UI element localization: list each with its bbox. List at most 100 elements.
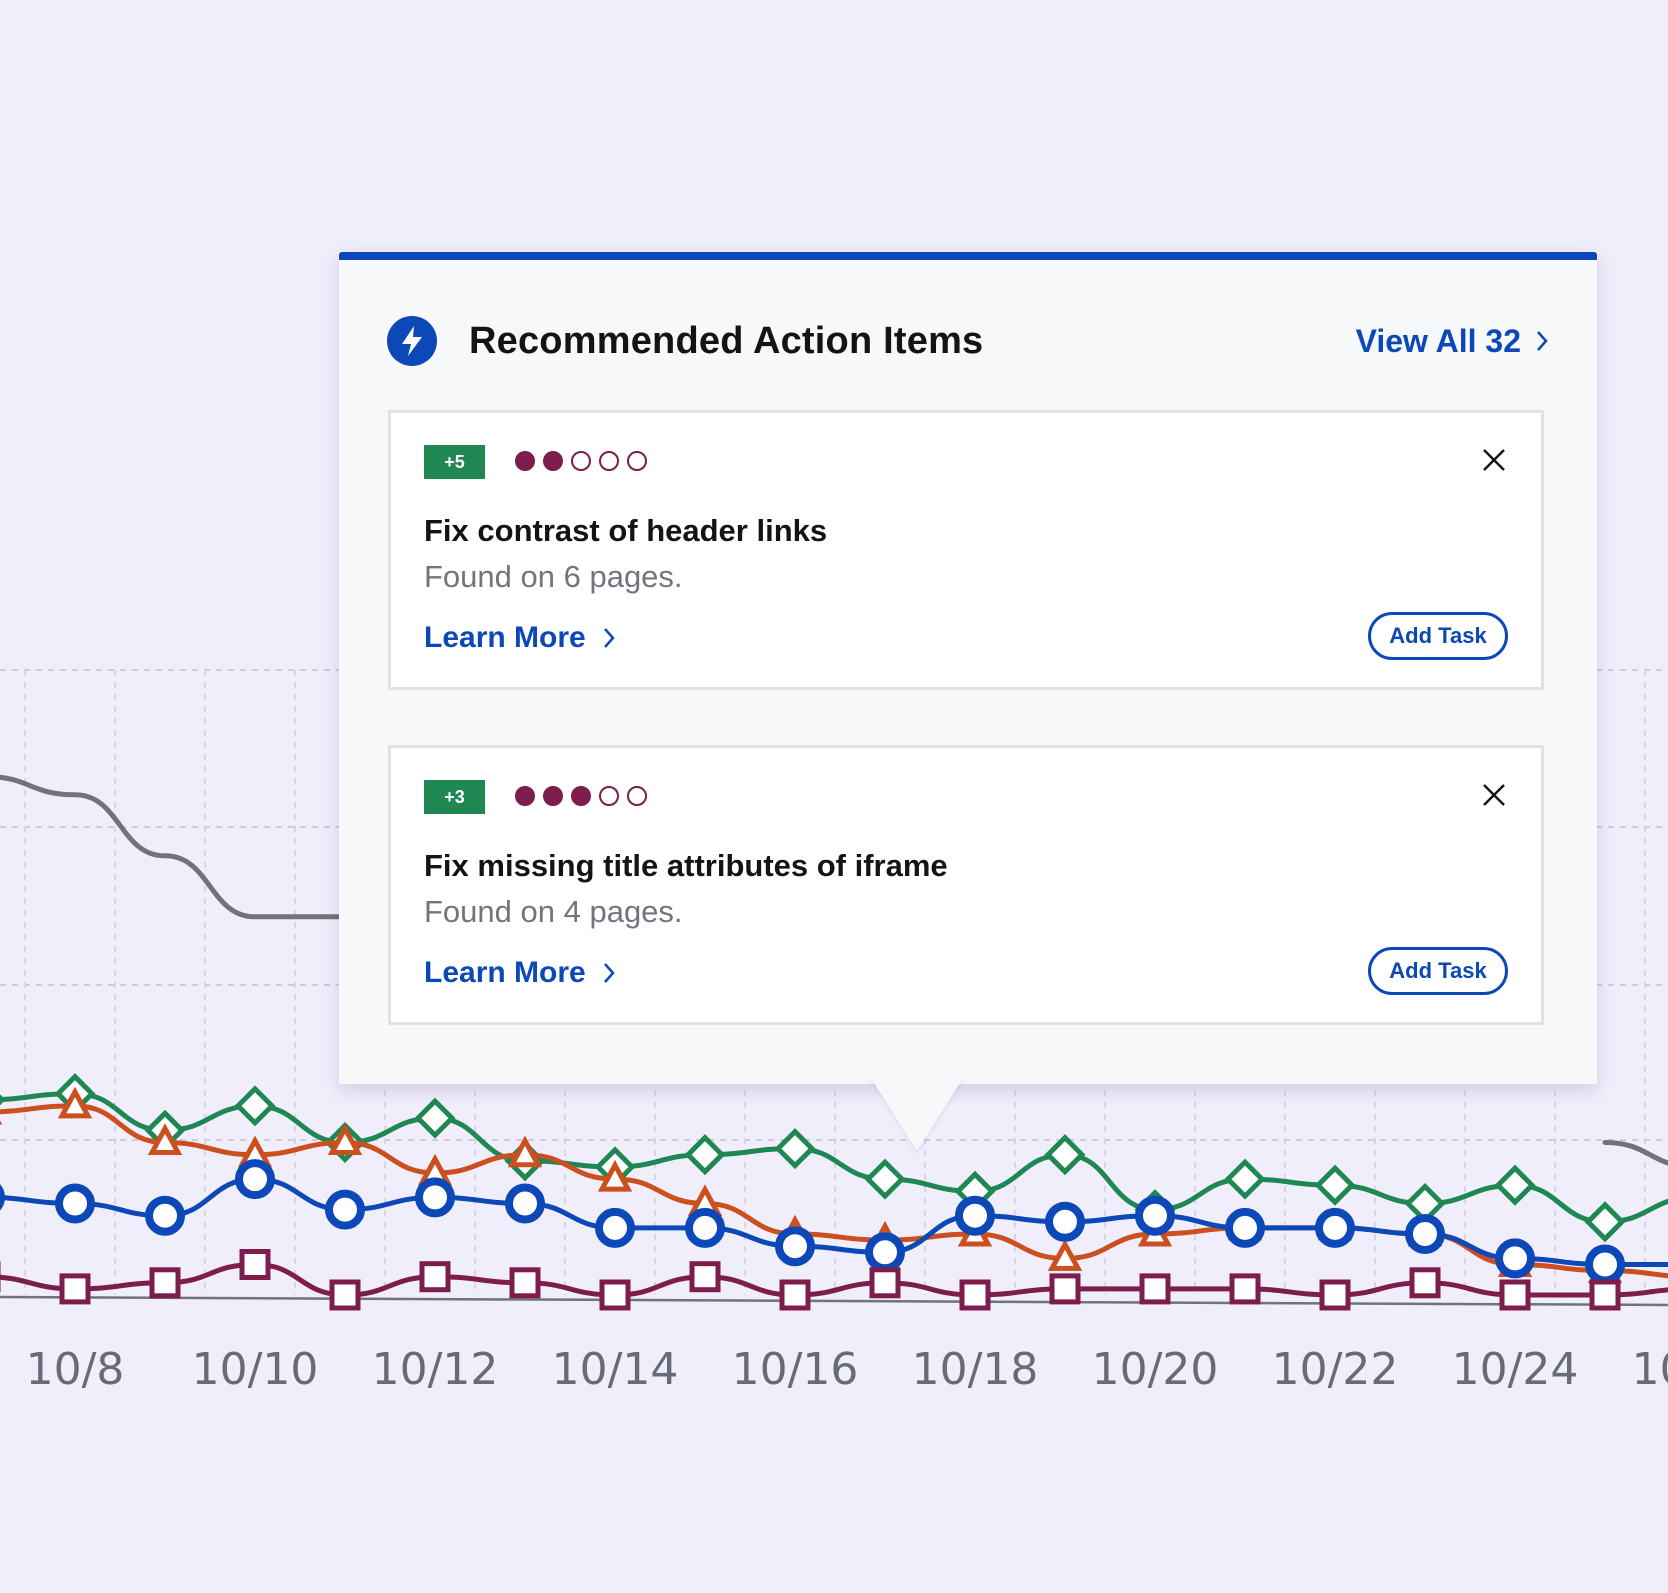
data-point-diamond [1584,1201,1626,1243]
x-tick-label: 10/14 [552,1344,679,1395]
data-point-circle [955,1195,995,1236]
data-point-square [1049,1273,1081,1305]
data-point-square [1139,1273,1171,1305]
view-all-link[interactable]: View All 32 [1356,323,1549,360]
x-tick-label: 10/16 [732,1344,859,1395]
data-point-square [419,1261,451,1293]
data-point-circle [325,1189,365,1230]
data-point-triangle [57,1086,93,1119]
severity-rating [515,786,647,808]
severity-dot-empty [571,451,591,471]
view-all-label: View All 32 [1355,322,1521,359]
data-point-triangle [327,1123,363,1155]
data-point-square [689,1261,721,1293]
series-line [1602,1140,1668,1166]
data-point-circle [0,1184,5,1211]
close-icon[interactable] [1477,443,1511,477]
data-point-circle [55,1183,95,1224]
score-badge: +5 [424,445,485,479]
data-point-square [1319,1279,1351,1311]
data-point-triangle [1047,1239,1083,1271]
data-point-circle [415,1177,455,1218]
data-point-diamond [1314,1164,1356,1206]
x-tick-label: 10/8 [26,1344,125,1395]
data-point-circle [685,1207,725,1248]
data-point-circle [1585,1244,1625,1285]
severity-dot-filled [515,786,535,806]
data-point-square [59,1273,91,1305]
data-point-circle [1225,1207,1265,1248]
data-point-square [869,1267,901,1299]
data-point-square [239,1249,271,1280]
data-point-triangle [147,1123,183,1155]
severity-dot-filled [515,451,535,471]
close-icon[interactable] [1477,778,1511,812]
add-task-button[interactable]: Add Task [1368,612,1508,660]
data-point-square [599,1279,631,1311]
data-point-diamond [864,1158,906,1200]
data-point-circle [1405,1214,1445,1254]
data-point-circle [1045,1201,1085,1242]
data-point-circle [505,1183,545,1224]
learn-more-label: Learn More [424,956,586,989]
x-tick-label: 10/22 [1272,1344,1399,1395]
data-point-diamond [684,1134,726,1176]
x-tick-label: 10/12 [372,1344,499,1395]
learn-more-label: Learn More [424,621,586,654]
severity-dot-filled [571,786,591,806]
data-point-square [1589,1279,1621,1311]
severity-dot-empty [599,786,619,806]
data-point-square [149,1267,181,1299]
x-axis-baseline [0,1295,1668,1307]
data-point-diamond [774,1128,816,1170]
popover-pointer [869,1075,965,1151]
action-item-subtitle: Found on 6 pages. [424,559,683,594]
data-point-diamond [0,1094,6,1106]
severity-dot-filled [543,451,563,471]
recommended-action-items-popover: Recommended Action Items View All 32 +5 … [339,252,1597,1084]
severity-dot-empty [627,786,647,806]
data-point-triangle [507,1135,543,1168]
chevron-right-icon [603,963,615,983]
data-point-circle [1135,1195,1175,1236]
x-tick-label: 10/26 [1632,1344,1668,1395]
action-item-title: Fix missing title attributes of iframe [424,848,948,883]
learn-more-link[interactable]: Learn More [424,956,616,990]
score-badge: +3 [424,780,485,814]
data-point-square [1409,1267,1441,1299]
severity-rating [515,451,647,473]
data-point-circle [145,1195,185,1236]
data-point-circle [1495,1238,1535,1279]
x-tick-label: 10/18 [912,1344,1039,1395]
data-point-circle [1315,1207,1355,1248]
data-point-circle [595,1207,635,1248]
chevron-right-icon [1537,331,1548,351]
action-item-title: Fix contrast of header links [424,513,828,548]
data-point-square [959,1279,991,1311]
x-tick-label: 10/24 [1452,1344,1579,1395]
data-point-circle [865,1232,905,1273]
data-point-square [509,1267,541,1299]
chevron-right-icon [603,628,615,648]
data-point-square [1499,1279,1531,1311]
data-point-diamond [414,1097,456,1139]
learn-more-link[interactable]: Learn More [424,621,616,655]
action-item-subtitle: Found on 4 pages. [424,894,683,929]
data-point-diamond [1044,1134,1086,1176]
lightning-bolt-icon [387,316,437,366]
data-point-circle [235,1159,275,1200]
data-point-diamond [1494,1164,1536,1206]
data-point-square [779,1279,811,1311]
action-item: +5 Fix contrast of header links Found on… [388,410,1544,690]
severity-dot-empty [627,451,647,471]
data-point-square [329,1279,361,1311]
data-point-diamond [234,1085,276,1127]
action-item: +3 Fix missing title attributes of ifram… [388,745,1544,1025]
add-task-button[interactable]: Add Task [1368,947,1508,995]
data-point-triangle [597,1159,633,1192]
severity-dot-filled [543,786,563,806]
popover-title: Recommended Action Items [469,319,984,362]
x-tick-label: 10/20 [1092,1344,1219,1395]
popover-header: Recommended Action Items View All 32 [387,306,1549,376]
